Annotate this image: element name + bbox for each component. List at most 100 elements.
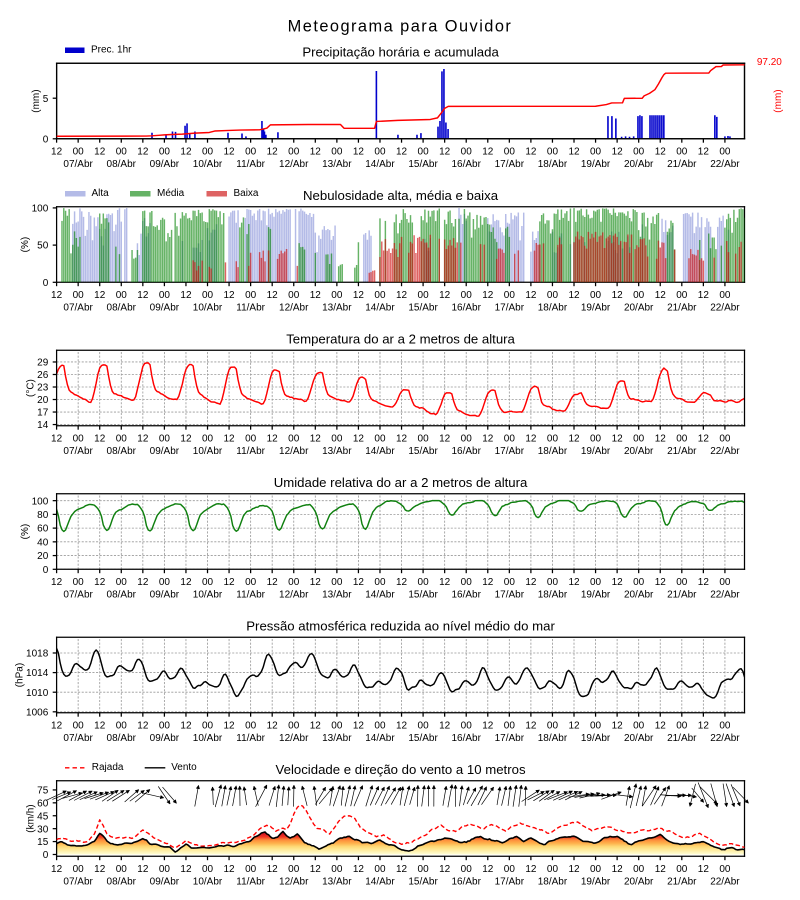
svg-text:00: 00 — [288, 434, 300, 445]
svg-text:00: 00 — [719, 147, 731, 158]
svg-text:12: 12 — [482, 434, 494, 445]
svg-text:00: 00 — [245, 721, 257, 732]
svg-text:12: 12 — [698, 290, 710, 301]
svg-text:00: 00 — [374, 864, 386, 875]
svg-text:12: 12 — [612, 290, 624, 301]
svg-text:12: 12 — [439, 721, 451, 732]
svg-text:14/Abr: 14/Abr — [365, 877, 395, 888]
svg-text:00: 00 — [590, 577, 602, 588]
svg-text:22/Abr: 22/Abr — [710, 159, 740, 170]
svg-text:00: 00 — [461, 577, 473, 588]
svg-text:18/Abr: 18/Abr — [538, 303, 568, 314]
svg-text:12: 12 — [224, 577, 236, 588]
svg-text:00: 00 — [331, 721, 343, 732]
svg-text:12: 12 — [180, 434, 192, 445]
svg-text:00: 00 — [116, 577, 128, 588]
svg-text:14/Abr: 14/Abr — [365, 733, 395, 744]
svg-text:12: 12 — [310, 290, 322, 301]
svg-text:00: 00 — [547, 721, 559, 732]
svg-text:(%): (%) — [20, 237, 31, 253]
svg-text:12: 12 — [224, 290, 236, 301]
svg-text:19/Abr: 19/Abr — [581, 303, 611, 314]
svg-text:0: 0 — [43, 278, 49, 289]
svg-text:00: 00 — [159, 147, 171, 158]
svg-text:12: 12 — [267, 577, 279, 588]
svg-text:12/Abr: 12/Abr — [279, 303, 309, 314]
svg-text:23: 23 — [37, 383, 49, 394]
svg-text:20/Abr: 20/Abr — [624, 159, 654, 170]
svg-text:12: 12 — [180, 577, 192, 588]
svg-text:00: 00 — [73, 147, 85, 158]
svg-text:12: 12 — [180, 147, 192, 158]
svg-text:00: 00 — [461, 864, 473, 875]
svg-text:Pressão atmosférica reduzida a: Pressão atmosférica reduzida ao nível mé… — [246, 618, 555, 633]
svg-text:00: 00 — [547, 290, 559, 301]
svg-text:12: 12 — [137, 290, 149, 301]
svg-text:13/Abr: 13/Abr — [322, 733, 352, 744]
svg-text:12: 12 — [224, 864, 236, 875]
svg-text:(km/h): (km/h) — [26, 804, 37, 832]
svg-text:00: 00 — [418, 290, 430, 301]
svg-text:22/Abr: 22/Abr — [710, 303, 740, 314]
svg-text:00: 00 — [676, 434, 688, 445]
svg-text:08/Abr: 08/Abr — [107, 877, 137, 888]
svg-text:12: 12 — [568, 577, 580, 588]
svg-text:10/Abr: 10/Abr — [193, 303, 223, 314]
svg-text:12: 12 — [396, 577, 408, 588]
svg-text:00: 00 — [504, 864, 516, 875]
svg-text:14/Abr: 14/Abr — [365, 159, 395, 170]
svg-text:09/Abr: 09/Abr — [150, 590, 180, 601]
svg-text:15/Abr: 15/Abr — [408, 446, 438, 457]
svg-text:20: 20 — [37, 551, 49, 562]
svg-text:12: 12 — [482, 290, 494, 301]
svg-text:00: 00 — [418, 434, 430, 445]
svg-text:75: 75 — [37, 786, 49, 797]
svg-text:12: 12 — [137, 721, 149, 732]
svg-text:15/Abr: 15/Abr — [408, 877, 438, 888]
svg-text:22/Abr: 22/Abr — [710, 733, 740, 744]
svg-text:12: 12 — [51, 147, 63, 158]
svg-text:16/Abr: 16/Abr — [451, 590, 481, 601]
svg-text:19/Abr: 19/Abr — [581, 159, 611, 170]
svg-text:00: 00 — [202, 147, 214, 158]
svg-text:10/Abr: 10/Abr — [193, 733, 223, 744]
svg-text:00: 00 — [202, 864, 214, 875]
svg-text:00: 00 — [504, 577, 516, 588]
svg-text:Temperatura do ar a 2 metros d: Temperatura do ar a 2 metros de altura — [286, 331, 515, 346]
svg-text:17/Abr: 17/Abr — [495, 446, 525, 457]
svg-text:00: 00 — [331, 290, 343, 301]
svg-text:Velocidade e direção do vento: Velocidade e direção do vento a 10 metro… — [276, 762, 526, 777]
svg-text:12: 12 — [94, 577, 106, 588]
svg-text:09/Abr: 09/Abr — [150, 159, 180, 170]
svg-text:26: 26 — [37, 370, 49, 381]
svg-text:12: 12 — [180, 721, 192, 732]
svg-text:12: 12 — [698, 721, 710, 732]
svg-text:00: 00 — [633, 290, 645, 301]
svg-text:12: 12 — [568, 864, 580, 875]
svg-text:12: 12 — [353, 434, 365, 445]
svg-text:45: 45 — [37, 811, 49, 822]
svg-text:09/Abr: 09/Abr — [150, 446, 180, 457]
svg-text:12: 12 — [655, 577, 667, 588]
svg-text:00: 00 — [676, 721, 688, 732]
svg-text:00: 00 — [461, 147, 473, 158]
svg-text:17/Abr: 17/Abr — [495, 303, 525, 314]
svg-text:12: 12 — [655, 864, 667, 875]
svg-text:1010: 1010 — [26, 688, 49, 699]
svg-text:15/Abr: 15/Abr — [408, 159, 438, 170]
svg-text:00: 00 — [461, 290, 473, 301]
svg-text:11/Abr: 11/Abr — [236, 733, 265, 744]
svg-text:12: 12 — [137, 577, 149, 588]
svg-text:07/Abr: 07/Abr — [63, 590, 93, 601]
svg-text:00: 00 — [288, 577, 300, 588]
svg-text:00: 00 — [590, 147, 602, 158]
svg-text:00: 00 — [461, 434, 473, 445]
svg-text:Baixa: Baixa — [234, 188, 259, 199]
svg-text:00: 00 — [590, 290, 602, 301]
svg-text:14: 14 — [37, 420, 49, 431]
svg-text:12: 12 — [310, 147, 322, 158]
svg-text:18/Abr: 18/Abr — [538, 733, 568, 744]
svg-text:Média: Média — [157, 188, 185, 199]
svg-text:00: 00 — [331, 434, 343, 445]
svg-text:00: 00 — [676, 290, 688, 301]
